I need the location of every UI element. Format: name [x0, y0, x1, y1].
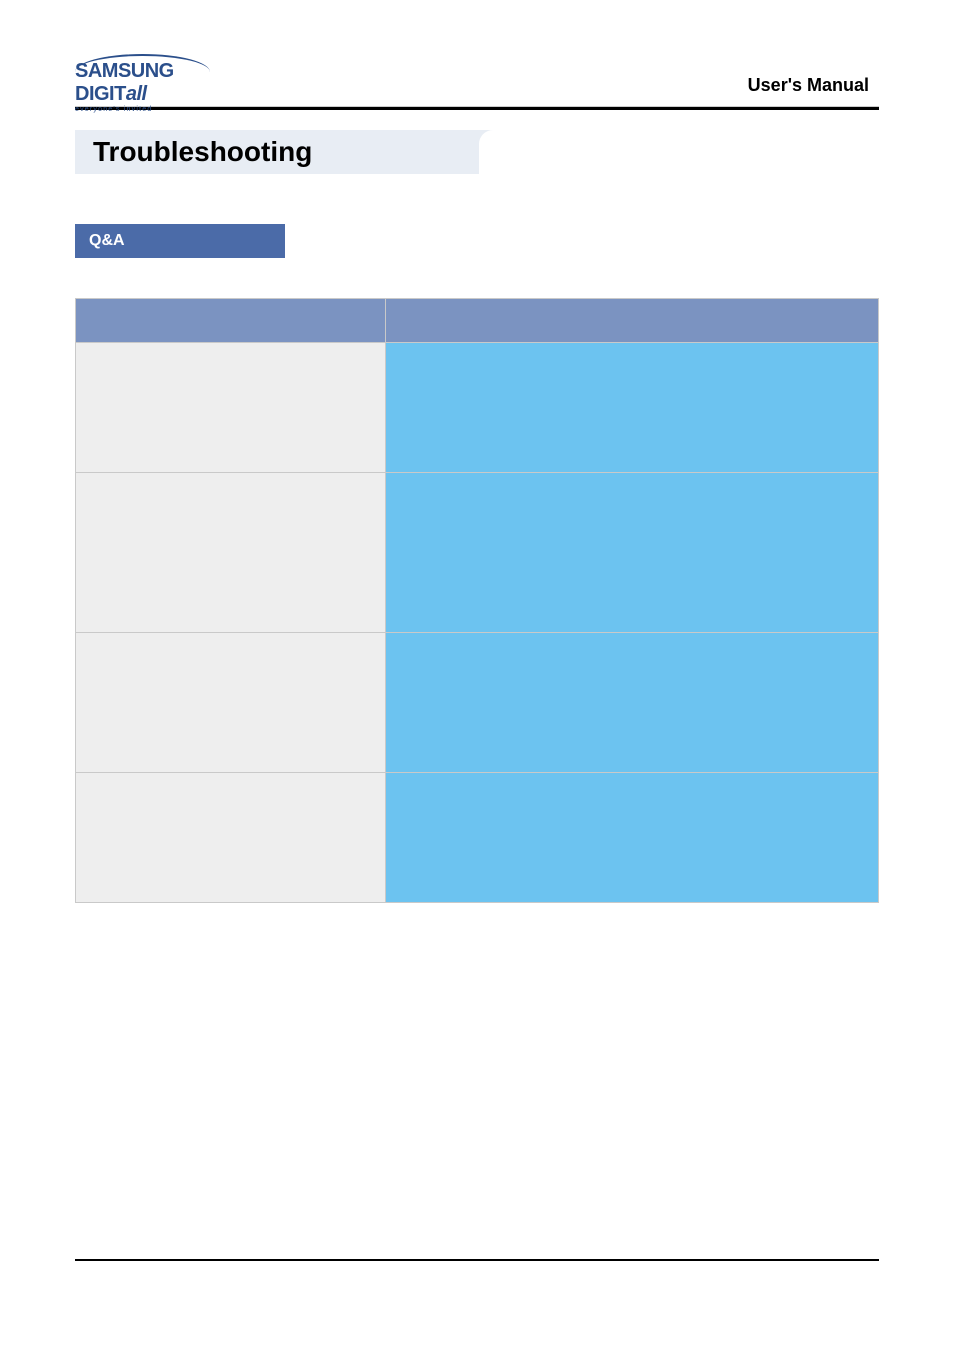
table-header-question [76, 299, 386, 343]
footer-divider [75, 1259, 879, 1261]
section-badge: Q&A [75, 224, 285, 258]
page-title-bar: Troubleshooting [75, 130, 879, 174]
brand-logo: SAMSUNG DIGITall everyone's invited [75, 60, 215, 100]
answer-cell [386, 343, 879, 473]
page-container: SAMSUNG DIGITall everyone's invited User… [0, 0, 954, 903]
table-row [76, 343, 879, 473]
answer-cell [386, 473, 879, 633]
table-row [76, 473, 879, 633]
logo-arc-icon [75, 54, 210, 72]
table-header-answer [386, 299, 879, 343]
question-cell [76, 633, 386, 773]
header-row: SAMSUNG DIGITall everyone's invited User… [75, 60, 879, 100]
logo-italic-text: all [126, 83, 147, 105]
answer-cell [386, 773, 879, 903]
qa-table [75, 298, 879, 903]
question-cell [76, 343, 386, 473]
table-row [76, 773, 879, 903]
question-cell [76, 773, 386, 903]
manual-label: User's Manual [748, 75, 879, 100]
table-row [76, 633, 879, 773]
title-bar-cutout [479, 130, 879, 174]
page-title: Troubleshooting [93, 136, 312, 168]
question-cell [76, 473, 386, 633]
table-header-row [76, 299, 879, 343]
answer-cell [386, 633, 879, 773]
logo-tagline: everyone's invited [75, 106, 215, 113]
